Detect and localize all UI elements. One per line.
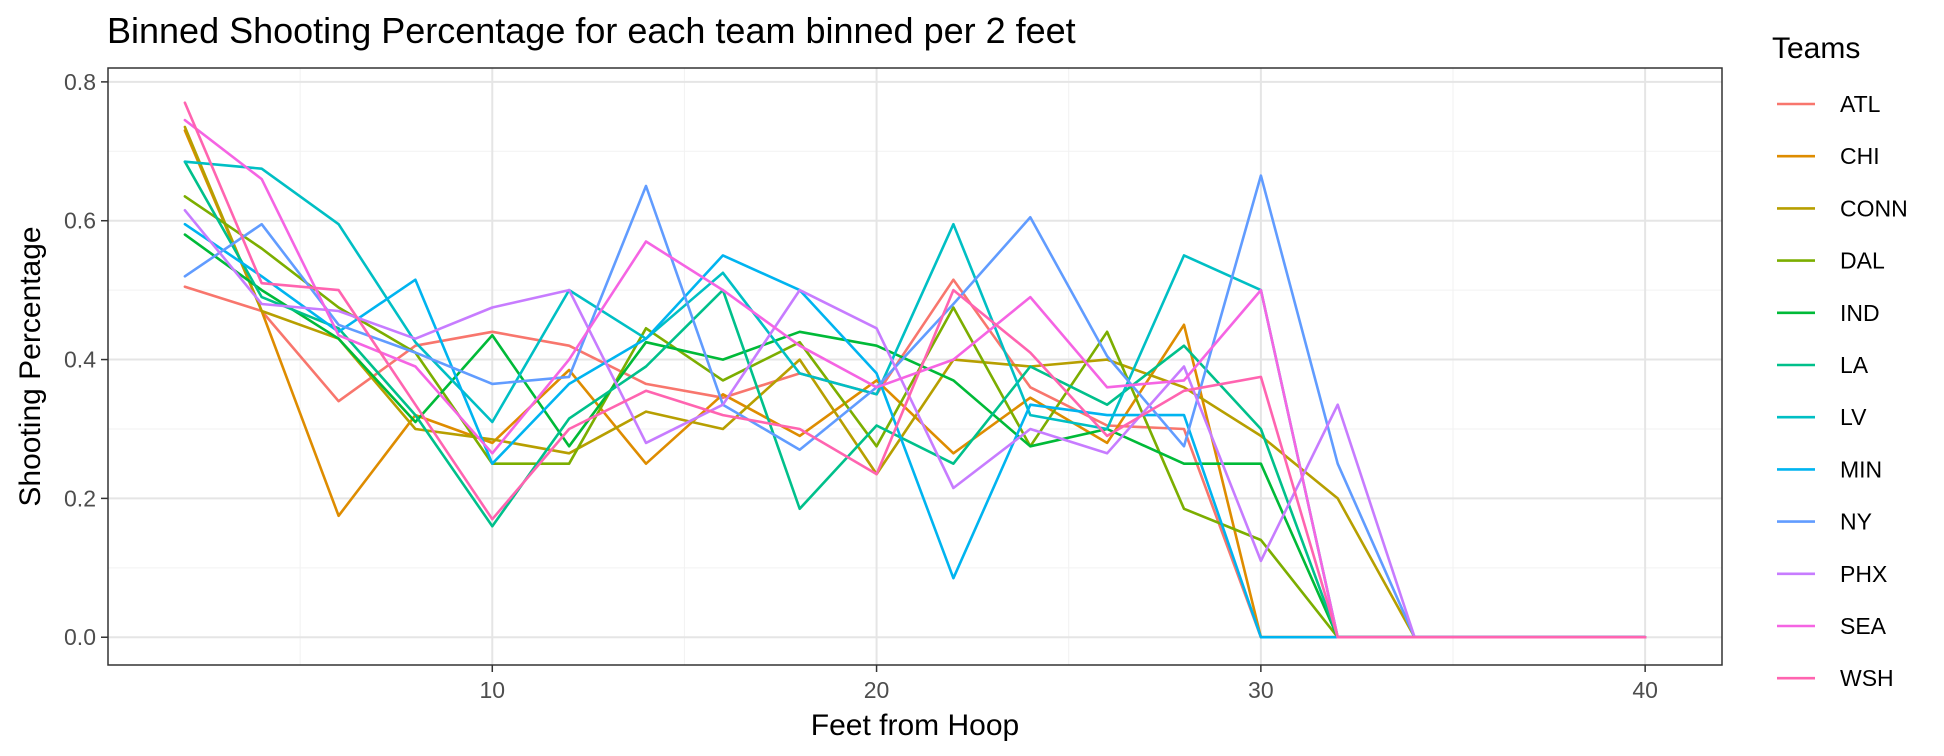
- y-tick-label: 0.0: [64, 624, 96, 650]
- legend-label: CONN: [1840, 195, 1908, 221]
- x-tick-label: 20: [864, 677, 890, 703]
- legend-label: DAL: [1840, 248, 1885, 274]
- legend-label: MIN: [1840, 456, 1882, 482]
- series-line-ny: [183, 174, 1647, 639]
- legend-item-la: LA: [1777, 352, 1869, 378]
- legend-item-chi: CHI: [1777, 143, 1880, 169]
- x-tick-label: 30: [1248, 677, 1274, 703]
- legend: Teams ATL CHI CONN DAL IND LA LV MIN NY PHX SEA WSH: [1772, 32, 1908, 691]
- legend-item-ind: IND: [1777, 300, 1880, 326]
- y-tick-label: 0.2: [64, 485, 96, 511]
- legend-item-phx: PHX: [1777, 561, 1887, 587]
- legend-label: ATL: [1840, 91, 1881, 117]
- y-tick-label: 0.4: [64, 347, 96, 373]
- chart-title: Binned Shooting Percentage for each team…: [107, 10, 1076, 51]
- series-line-phx: [183, 209, 1647, 639]
- legend-label: LA: [1840, 352, 1869, 378]
- series-line-wsh: [183, 101, 1647, 639]
- legend-label: IND: [1840, 300, 1880, 326]
- legend-label: CHI: [1840, 143, 1880, 169]
- legend-title: Teams: [1772, 32, 1860, 65]
- series-line-conn: [183, 125, 1647, 639]
- legend-item-min: MIN: [1777, 456, 1882, 482]
- legend-item-conn: CONN: [1777, 195, 1908, 221]
- y-tick-label: 0.6: [64, 208, 96, 234]
- legend-label: PHX: [1840, 561, 1887, 587]
- legend-label: NY: [1840, 509, 1872, 535]
- legend-label: LV: [1840, 404, 1867, 430]
- x-tick-label: 40: [1632, 677, 1658, 703]
- grid: [108, 68, 1722, 665]
- legend-item-atl: ATL: [1777, 91, 1881, 117]
- legend-label: WSH: [1840, 665, 1894, 691]
- x-axis-title: Feet from Hoop: [811, 709, 1019, 742]
- axes: 10 20 30 40 0.0 0.2 0.4 0.6 0.8: [64, 69, 1658, 703]
- legend-item-wsh: WSH: [1777, 665, 1894, 691]
- legend-item-ny: NY: [1777, 509, 1872, 535]
- x-tick-label: 10: [479, 677, 505, 703]
- legend-label: SEA: [1840, 613, 1887, 639]
- legend-item-sea: SEA: [1777, 613, 1887, 639]
- y-axis-title: Shooting Percentage: [14, 226, 47, 506]
- legend-item-dal: DAL: [1777, 248, 1885, 274]
- plot-background: [108, 68, 1722, 665]
- y-tick-label: 0.8: [64, 69, 96, 95]
- legend-item-lv: LV: [1777, 404, 1867, 430]
- plot-panel: [107, 67, 1723, 666]
- series-layer: [183, 101, 1647, 639]
